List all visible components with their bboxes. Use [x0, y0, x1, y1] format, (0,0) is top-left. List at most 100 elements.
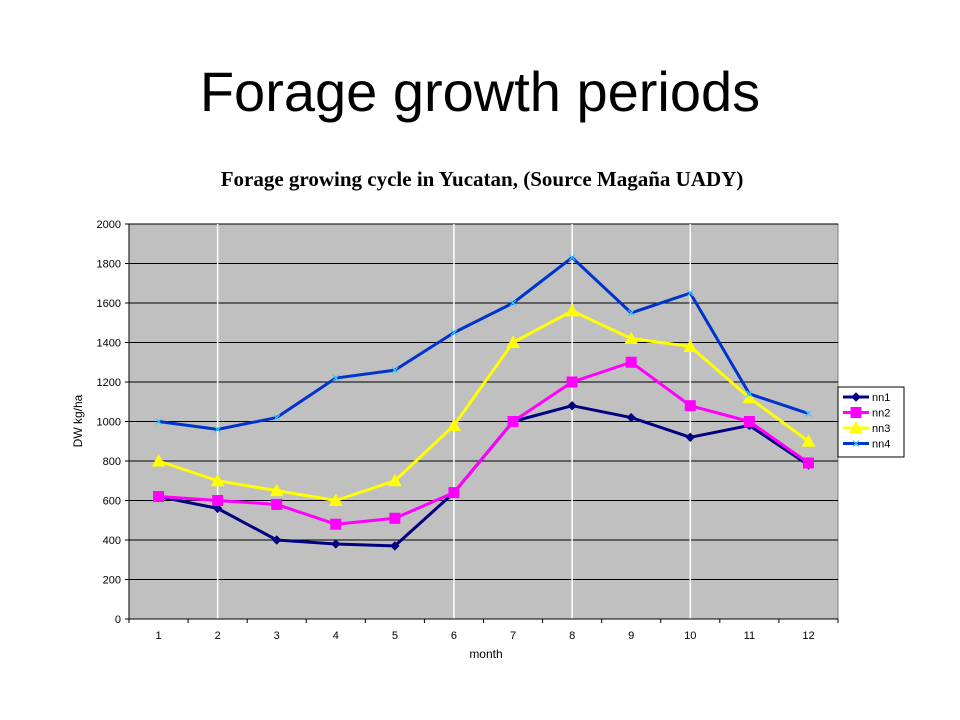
data-point-nn1 [685, 432, 695, 443]
data-point-nn4 [627, 309, 635, 317]
data-point-nn2 [389, 512, 401, 524]
data-point-nn3 [506, 335, 520, 348]
x-tick-label: 6 [451, 630, 457, 642]
data-point-nn1 [390, 541, 400, 551]
y-tick-label: 1000 [97, 417, 121, 429]
y-tick-label: 1400 [97, 338, 121, 350]
data-point-nn4 [391, 366, 399, 374]
series-line-nn2 [158, 360, 810, 526]
data-point-nn1 [272, 535, 282, 545]
y-tick-labels: 0 200 400 600 800 1000 1200 1400 1600 1800 2000 [97, 219, 121, 626]
data-point-nn4 [568, 254, 576, 261]
data-point-nn4 [745, 390, 753, 398]
marker-stroke [214, 425, 222, 433]
marker-stroke [686, 289, 694, 297]
series-nn4 [155, 254, 812, 433]
marker-stroke [852, 440, 860, 447]
y-tick-label: 400 [103, 535, 121, 547]
data-point-nn3 [269, 483, 284, 497]
data-point-nn2 [153, 491, 165, 503]
data-point-nn4 [686, 289, 694, 297]
marker-stroke [568, 254, 576, 261]
data-point-nn2 [743, 416, 755, 427]
data-point-nn2 [212, 495, 224, 506]
marker-stroke [745, 390, 753, 398]
legend-label: nn1 [872, 392, 890, 404]
data-point-nn3 [565, 303, 579, 317]
data-point-nn3 [210, 473, 225, 487]
y-tick-label: 1200 [97, 377, 121, 389]
data-point-nn2 [566, 376, 578, 388]
legend-label: nn2 [872, 408, 890, 420]
x-tick-label: 9 [628, 630, 634, 642]
data-point-nn2 [684, 400, 696, 412]
x-tick-label: 2 [215, 630, 221, 642]
series-nn3 [151, 303, 816, 506]
x-tick-label: 3 [274, 630, 280, 642]
data-point-nn2 [271, 498, 283, 510]
y-axis-label: DW kg/ha [71, 394, 85, 447]
marker-stroke [391, 366, 399, 374]
y-tick-label: 0 [115, 614, 121, 626]
legend-box [837, 386, 905, 458]
legend-swatch-marker [849, 420, 863, 434]
data-point-nn1 [626, 412, 636, 423]
data-point-nn2 [625, 356, 637, 368]
y-tick-label: 1800 [97, 259, 121, 271]
y-tick-label: 600 [103, 496, 121, 508]
data-point-nn1 [212, 503, 223, 514]
data-point-nn3 [328, 493, 343, 506]
marker-stroke [450, 329, 458, 337]
data-point-nn3 [447, 418, 461, 431]
data-point-nn4 [155, 418, 162, 425]
data-point-nn4 [332, 374, 340, 382]
data-point-nn1 [567, 400, 577, 411]
data-point-nn2 [802, 457, 814, 469]
data-point-nn4 [214, 425, 222, 433]
legend: nn1 nn2 nn3 nn4 [837, 386, 905, 458]
marker-stroke [509, 299, 517, 307]
data-point-nn4 [273, 414, 281, 421]
x-tick-label: 4 [333, 630, 339, 642]
marker-stroke [805, 410, 812, 418]
y-tick-label: 200 [103, 575, 121, 587]
chart-title: Forage growing cycle in Yucatan, (Source… [221, 167, 744, 191]
x-tick-label: 8 [569, 630, 575, 642]
x-tick-labels: 1 2 3 4 5 6 7 8 9 10 11 12 [155, 630, 814, 642]
legend-swatch-marker [850, 407, 862, 418]
data-point-nn1 [331, 539, 341, 549]
data-point-nn3 [683, 339, 698, 352]
x-tick-label: 1 [155, 630, 161, 642]
series-line-nn3 [158, 309, 810, 502]
marker-stroke [332, 374, 340, 382]
y-tick-label: 800 [103, 456, 121, 468]
data-point-nn4 [509, 299, 517, 307]
marker-stroke [627, 309, 635, 317]
data-point-nn4 [805, 410, 812, 418]
x-tick-label: 10 [684, 630, 696, 642]
data-point-nn2 [330, 518, 342, 530]
data-point-nn3 [742, 390, 757, 404]
data-point-nn3 [151, 453, 166, 467]
legend-label: nn4 [872, 439, 890, 451]
x-axis-label: month [469, 647, 502, 661]
series-line-nn4 [158, 256, 809, 431]
marker-stroke [155, 418, 162, 425]
data-point-nn3 [624, 331, 639, 345]
legend-swatch-marker [851, 392, 861, 402]
data-point-nn2 [507, 416, 519, 427]
legend-label: nn3 [872, 423, 890, 435]
data-point-nn3 [801, 434, 816, 447]
slide-title: Forage growth periods [199, 60, 761, 123]
y-tick-label: 1600 [97, 298, 121, 310]
x-tick-label: 5 [392, 630, 398, 642]
marker-stroke [273, 414, 281, 421]
data-point-nn3 [388, 473, 402, 487]
legend-swatch-marker [852, 440, 860, 447]
series-nn2 [153, 356, 814, 530]
axes [125, 223, 839, 623]
y-tick-label: 2000 [97, 219, 121, 231]
x-tick-label: 12 [802, 630, 814, 642]
data-point-nn2 [448, 487, 460, 499]
